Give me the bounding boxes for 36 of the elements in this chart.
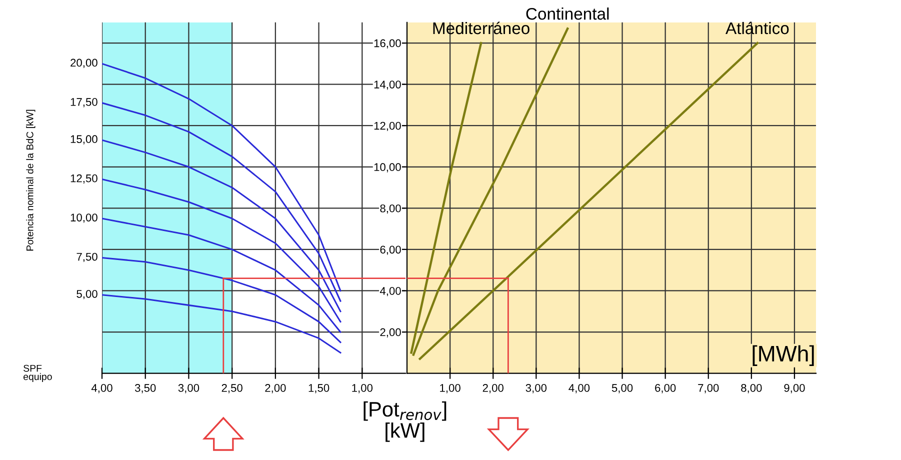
y-axis-title: [Pot$_{renov}$] [kW]	[364, 401, 446, 442]
x-tick-label: 8,00	[741, 384, 762, 394]
y-tick-label: 4,00	[380, 287, 401, 296]
x-tick-label: 3,00	[526, 384, 547, 394]
y-axis-title: Potencia nominal de la BdC [kW]	[26, 110, 36, 251]
y-tick-label: 12,00	[374, 122, 401, 132]
x-tick-label: 4,00	[568, 384, 590, 394]
series-label: Continental	[526, 8, 609, 20]
x-tick-label: 3,50	[134, 384, 156, 394]
x-tick-label: 3,00	[178, 384, 200, 394]
x-tick-label: 7,00	[698, 384, 719, 394]
x-tick-label: 1,00	[352, 384, 373, 394]
series-label: 17,50	[70, 98, 98, 108]
x-tick-label: 2,50	[222, 384, 242, 394]
series-label: 15,00	[70, 135, 98, 144]
y-tick-label: 16,00	[374, 39, 401, 48]
x-tick-label: 1,50	[308, 384, 330, 394]
series-label: 7,50	[76, 252, 98, 262]
series-label: 10,00	[70, 214, 98, 223]
x-tick-label: 2,00	[265, 384, 286, 394]
x-tick-label: 4,00	[91, 384, 112, 394]
series-label: 12,50	[70, 174, 98, 184]
series-label: 20,00	[70, 58, 98, 68]
x-tick-label: 9,00	[784, 384, 805, 394]
x-tick-label: 5,00	[612, 384, 633, 394]
y-tick-label: 10,00	[374, 163, 401, 172]
x-axis-title: SPF equipo	[24, 364, 52, 382]
x-tick-label: 2,00	[482, 384, 504, 394]
y-tick-label: 14,00	[374, 80, 401, 90]
x-axis-title: [MWh]	[752, 345, 814, 366]
y-tick-label: 6,00	[380, 246, 401, 255]
x-tick-label: 1,00	[440, 384, 460, 394]
x-tick-label: 6,00	[655, 384, 676, 394]
y-tick-label: 8,00	[380, 204, 401, 214]
y-tick-label: 2,00	[380, 328, 401, 338]
series-label: 5,00	[76, 290, 98, 300]
